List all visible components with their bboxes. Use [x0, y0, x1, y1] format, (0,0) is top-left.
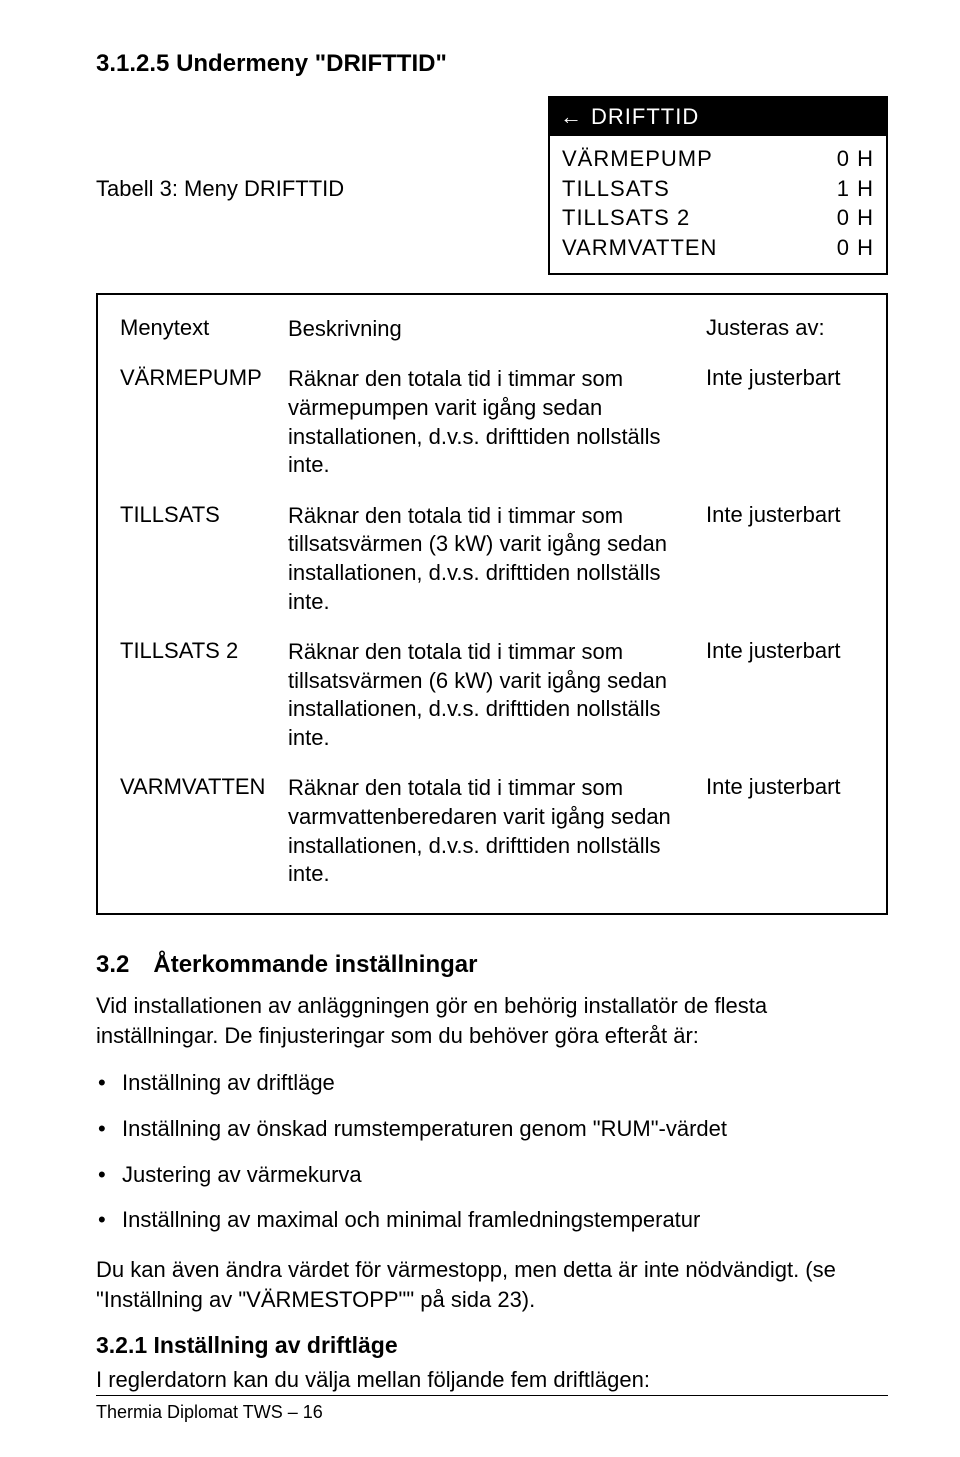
display-line: TILLSATS 2 0 H [562, 203, 874, 233]
table-cell-beskrivning: Räknar den totala tid i timmar som tills… [288, 502, 706, 616]
page: 3.1.2.5 Undermeny "DRIFTTID" Tabell 3: M… [0, 0, 960, 1457]
display-line-value: 0 H [837, 233, 874, 263]
table-cell-justeras: Inte justerbart [706, 638, 864, 664]
main-table: Menytext Beskrivning Justeras av: VÄRMEP… [96, 293, 888, 915]
display-line: TILLSATS 1 H [562, 174, 874, 204]
display-line: VARMVATTEN 0 H [562, 233, 874, 263]
display-line-label: VARMVATTEN [562, 233, 717, 263]
paragraph: Vid installationen av anläggningen gör e… [96, 991, 888, 1050]
heading-number: 3.2 [96, 951, 129, 979]
list-item: Inställning av maximal och minimal framl… [96, 1205, 888, 1235]
table-cell-menytext: TILLSATS 2 [120, 638, 288, 664]
table-cell-menytext: VÄRMEPUMP [120, 365, 288, 391]
table-cell-justeras: Inte justerbart [706, 502, 864, 528]
display-line-value: 1 H [837, 174, 874, 204]
table-row: VÄRMEPUMP Räknar den totala tid i timmar… [120, 365, 864, 479]
paragraph: Du kan även ändra värdet för värmestopp,… [96, 1255, 888, 1314]
table-header-row: Menytext Beskrivning Justeras av: [120, 315, 864, 344]
paragraph: I reglerdatorn kan du välja mellan följa… [96, 1365, 888, 1395]
display-line-label: VÄRMEPUMP [562, 144, 713, 174]
display-line-value: 0 H [837, 144, 874, 174]
display-line-label: TILLSATS 2 [562, 203, 690, 233]
table-cell-justeras: Inte justerbart [706, 774, 864, 800]
bullet-list: Inställning av driftläge Inställning av … [96, 1068, 888, 1235]
table-cell-beskrivning: Räknar den totala tid i timmar som varmv… [288, 774, 706, 888]
table-header-beskrivning: Beskrivning [288, 315, 706, 344]
display-header-label: DRIFTTID [591, 104, 699, 130]
table-cell-menytext: VARMVATTEN [120, 774, 288, 800]
display-line-value: 0 H [837, 203, 874, 233]
top-row: Tabell 3: Meny DRIFTTID ← DRIFTTID VÄRME… [96, 96, 888, 275]
table-cell-justeras: Inte justerbart [706, 365, 864, 391]
display-body: VÄRMEPUMP 0 H TILLSATS 1 H TILLSATS 2 0 … [550, 136, 886, 273]
table-caption: Tabell 3: Meny DRIFTTID [96, 96, 548, 202]
heading-3-2-1: 3.2.1 Inställning av driftläge [96, 1332, 888, 1359]
page-footer: Thermia Diplomat TWS – 16 [96, 1395, 888, 1423]
table-cell-beskrivning: Räknar den totala tid i timmar som värme… [288, 365, 706, 479]
display-line: VÄRMEPUMP 0 H [562, 144, 874, 174]
table-row: TILLSATS Räknar den totala tid i timmar … [120, 502, 864, 616]
table-cell-beskrivning: Räknar den totala tid i timmar som tills… [288, 638, 706, 752]
table-row: TILLSATS 2 Räknar den totala tid i timma… [120, 638, 864, 752]
heading-text: Återkommande inställningar [153, 951, 477, 978]
table-header-menytext: Menytext [120, 315, 288, 341]
table-row: VARMVATTEN Räknar den totala tid i timma… [120, 774, 864, 888]
list-item: Justering av värmekurva [96, 1160, 888, 1190]
display-box: ← DRIFTTID VÄRMEPUMP 0 H TILLSATS 1 H TI… [548, 96, 888, 275]
table-header-justeras: Justeras av: [706, 315, 864, 341]
display-line-label: TILLSATS [562, 174, 670, 204]
table-cell-menytext: TILLSATS [120, 502, 288, 528]
back-arrow-icon: ← [560, 106, 583, 128]
display-header: ← DRIFTTID [550, 98, 886, 136]
section-title: 3.1.2.5 Undermeny "DRIFTTID" [96, 50, 888, 78]
list-item: Inställning av driftläge [96, 1068, 888, 1098]
list-item: Inställning av önskad rumstemperaturen g… [96, 1114, 888, 1144]
heading-3-2: 3.2 Återkommande inställningar [96, 951, 888, 979]
